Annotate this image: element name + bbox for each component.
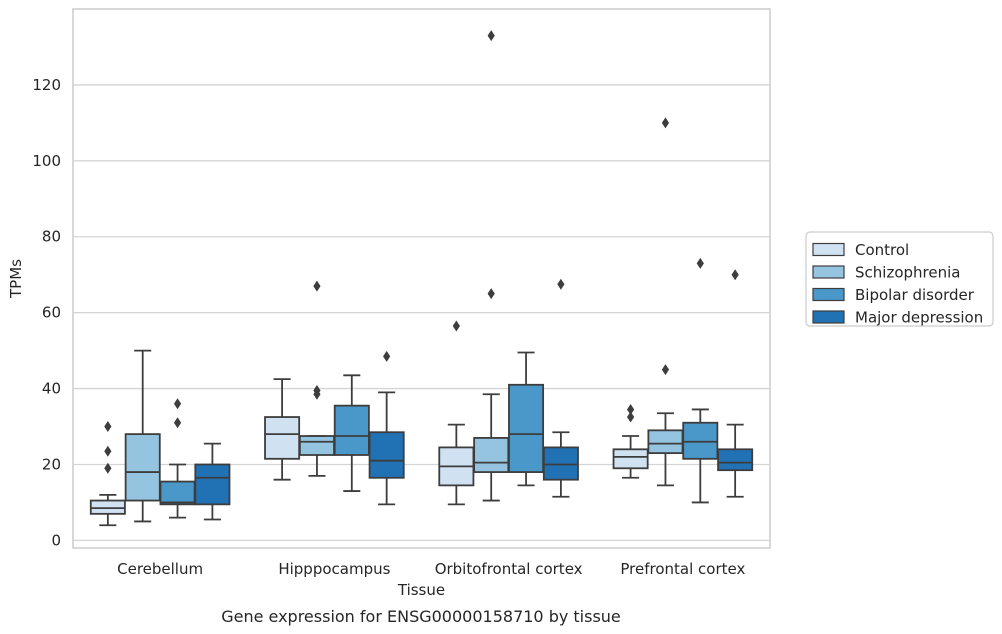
legend-label: Major depression — [855, 309, 983, 327]
box-plot — [612, 403, 649, 479]
outlier-point — [104, 462, 112, 474]
outlier-point — [313, 384, 321, 396]
box-body — [298, 435, 335, 456]
y-tick-label: 60 — [42, 304, 61, 322]
legend-swatch — [812, 310, 845, 324]
box-body — [89, 499, 126, 515]
box-body — [717, 448, 754, 472]
box-body — [264, 416, 301, 460]
legend-item: Major depression — [812, 309, 983, 327]
legend-swatch — [812, 265, 845, 279]
outlier-point — [627, 403, 635, 415]
x-axis-ticks: Cerebellum Hipppocampus Orbitofrontal cort… — [117, 560, 745, 578]
outlier-point — [452, 320, 460, 332]
y-axis-label: TPMs — [7, 259, 25, 299]
box-plot — [717, 269, 754, 498]
box-body — [194, 463, 231, 506]
box-body — [473, 437, 510, 473]
series-group — [89, 320, 649, 527]
outlier-point — [696, 257, 704, 269]
series-group — [124, 30, 684, 523]
box-plot — [194, 442, 231, 521]
legend-label: Bipolar disorder — [855, 286, 975, 304]
y-tick-label: 20 — [42, 455, 61, 473]
grid-lines — [73, 84, 770, 542]
legend-label: Control — [855, 241, 909, 259]
box-body — [647, 429, 684, 455]
outlier-point — [557, 278, 565, 290]
box-body — [542, 446, 579, 481]
box-plot — [682, 257, 719, 504]
box-plot — [473, 30, 510, 502]
series-group — [194, 269, 754, 521]
box-plot — [542, 278, 579, 498]
box-body — [508, 383, 545, 473]
figure-caption: Gene expression for ENSG00000158710 by t… — [221, 607, 621, 626]
outlier-point — [661, 364, 670, 376]
box-body — [124, 433, 161, 502]
box-body — [159, 480, 196, 506]
legend-swatch — [812, 242, 845, 257]
legend-item: Bipolar disorder — [812, 286, 975, 304]
y-tick-label: 40 — [42, 380, 61, 398]
outlier-point — [104, 421, 112, 433]
outlier-point — [173, 398, 182, 410]
x-tick-label: Cerebellum — [117, 560, 203, 578]
legend-item: Schizophrenia — [812, 264, 960, 282]
box-series — [89, 30, 754, 527]
x-axis-label: Tissue — [397, 581, 445, 599]
box-plot — [368, 350, 405, 506]
x-tick-label: Prefrontal cortex — [620, 560, 745, 578]
outlier-point — [383, 350, 391, 362]
box-body — [612, 448, 649, 470]
legend-swatch — [812, 287, 845, 302]
box-plot — [298, 280, 335, 477]
box-plot — [333, 374, 370, 492]
outlier-point — [627, 411, 635, 423]
y-tick-label: 100 — [32, 152, 61, 170]
outlier-point — [173, 417, 182, 429]
plot-frame — [72, 8, 771, 549]
x-tick-label: Hipppocampus — [278, 560, 390, 578]
box-plot — [124, 349, 161, 523]
outlier-point — [487, 288, 495, 300]
outlier-point — [731, 269, 739, 281]
legend: Control Schizophrenia Bipolar disorder Majo… — [805, 231, 994, 327]
outlier-point — [487, 30, 495, 42]
box-body — [682, 421, 719, 460]
box-plot — [508, 351, 545, 487]
box-plot — [159, 398, 196, 519]
legend-item: Control — [812, 241, 909, 259]
outlier-point — [661, 117, 670, 129]
outlier-point — [313, 280, 321, 292]
box-body — [333, 404, 370, 456]
y-tick-label: 80 — [42, 228, 61, 246]
box-plot — [89, 421, 126, 527]
y-axis-ticks: 0 20 40 60 80 100 120 — [32, 76, 61, 549]
box-plot — [438, 320, 475, 506]
outlier-point — [104, 445, 112, 457]
legend-frame — [805, 231, 994, 327]
box-plot — [647, 117, 684, 487]
box-body — [368, 431, 405, 479]
series-group — [159, 257, 719, 519]
x-tick-label: Orbitofrontal cortex — [435, 560, 583, 578]
plot-area: 0 20 40 60 80 100 120 Cerebellum Hipppocampus Or… — [32, 8, 771, 578]
y-tick-label: 0 — [51, 531, 61, 549]
legend-label: Schizophrenia — [855, 264, 960, 282]
y-tick-label: 120 — [32, 76, 61, 94]
